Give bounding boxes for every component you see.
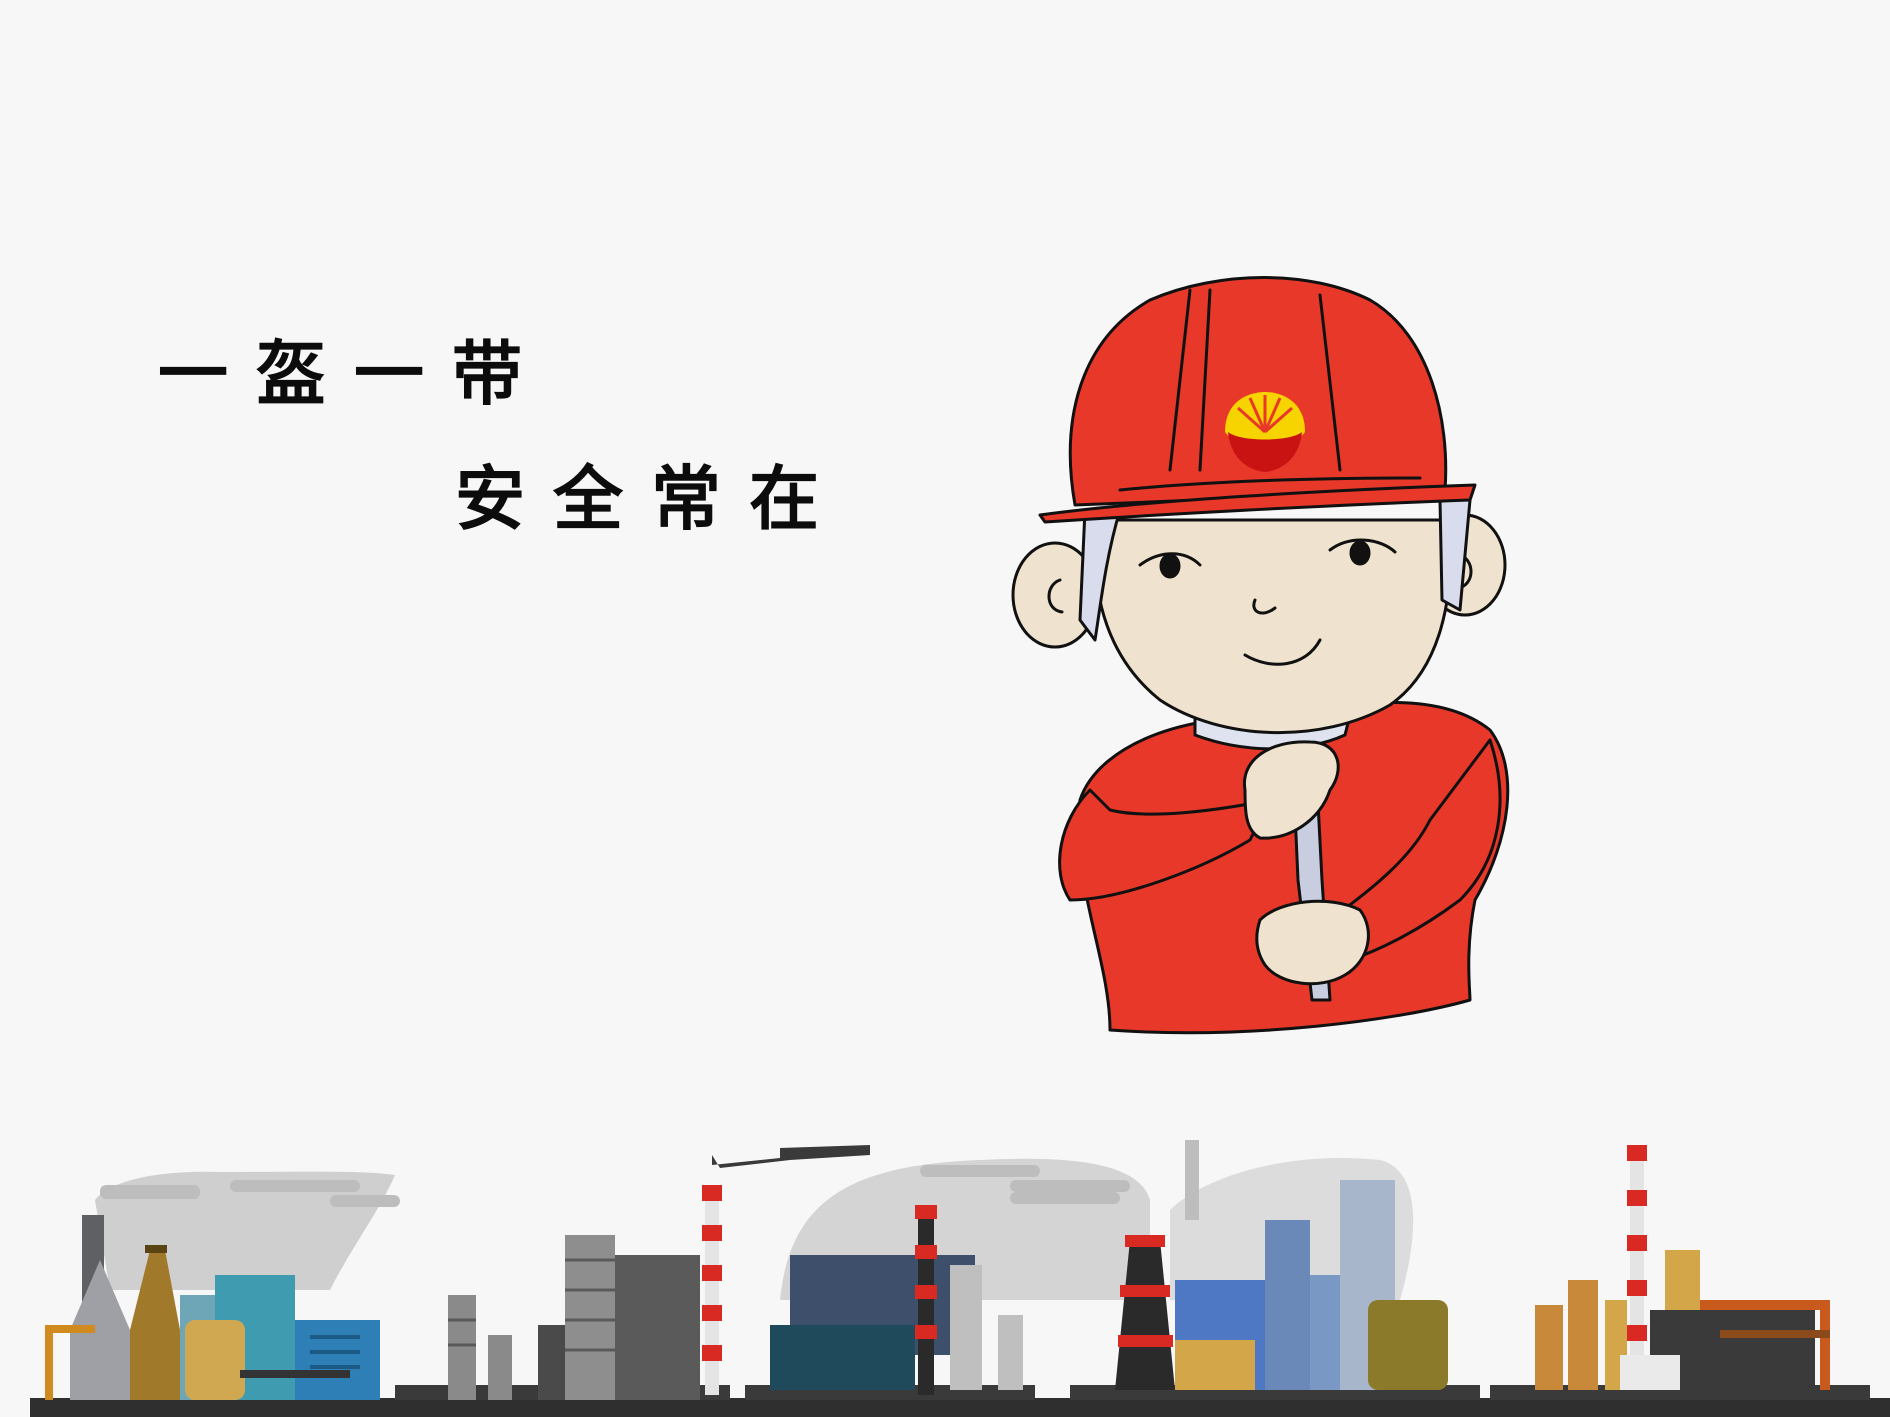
nose — [1252, 598, 1277, 615]
petrochina-logo-icon — [1225, 392, 1305, 472]
helmet-dome — [1068, 276, 1448, 507]
industrial-skyline — [30, 1140, 1890, 1417]
helmet-ridge-left — [1168, 288, 1192, 472]
mouth — [1243, 638, 1322, 666]
ground — [30, 1398, 1890, 1417]
helmet-ridge-right — [1318, 293, 1342, 472]
chimney-smoke-black — [712, 1145, 870, 1168]
lower-hand — [1255, 899, 1370, 986]
slogan-line-1: 一盔一带 — [158, 333, 550, 415]
smoke-cloud — [95, 1171, 395, 1290]
worker-character — [1011, 276, 1510, 1035]
upper-hand — [1242, 740, 1340, 840]
slogan-line-2: 安全常在 — [455, 458, 847, 540]
hood-left — [1078, 508, 1122, 642]
face — [1092, 518, 1453, 734]
helmet-band — [1118, 476, 1422, 492]
helmet-brim — [1038, 483, 1477, 524]
right-eye — [1328, 538, 1397, 554]
helmet-ridge-mid — [1198, 288, 1212, 472]
left-arm — [1058, 788, 1272, 902]
right-arm — [1328, 738, 1502, 962]
